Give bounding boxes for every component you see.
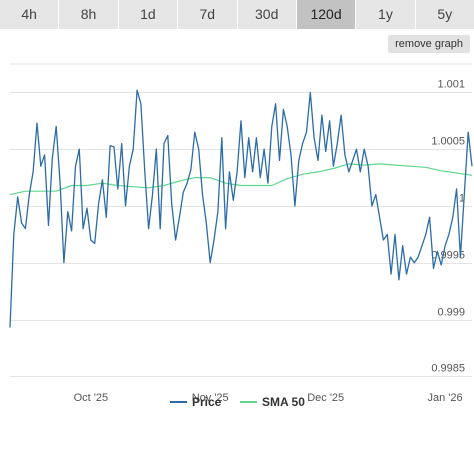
- legend-item-price[interactable]: Price: [170, 394, 221, 410]
- series-line-sma: [9, 163, 473, 196]
- y-tick-label: 0.9985: [431, 363, 465, 375]
- tab-8h[interactable]: 8h: [59, 0, 119, 29]
- tab-30d[interactable]: 30d: [237, 0, 297, 29]
- y-tick-label: 0.999: [437, 307, 465, 319]
- legend-label-price: Price: [192, 395, 222, 409]
- x-tick-label: Nov '25: [192, 392, 229, 404]
- timeframe-tabs: 4h 8h 1d 7d 30d 120d 1y 5y: [0, 0, 474, 29]
- legend-label-sma: SMA 50: [262, 395, 305, 409]
- x-axis-labels: Oct '25 Nov '25 Dec '25 Jan '26: [74, 392, 463, 404]
- series-line-price: [9, 89, 473, 328]
- y-tick-label: 1.001: [437, 79, 465, 91]
- tab-4h[interactable]: 4h: [0, 0, 60, 29]
- legend: Price SMA 50: [0, 394, 474, 410]
- y-tick-label: 1.0005: [431, 136, 465, 148]
- legend-item-sma[interactable]: SMA 50: [240, 394, 305, 410]
- series-lines: [9, 89, 473, 328]
- tab-120d[interactable]: 120d: [296, 0, 357, 29]
- remove-graph-button[interactable]: remove graph: [388, 35, 470, 53]
- legend-swatch-sma: [240, 401, 257, 403]
- tab-5y[interactable]: 5y: [415, 0, 474, 29]
- tab-1y[interactable]: 1y: [356, 0, 416, 29]
- grid-lines: [10, 63, 472, 377]
- x-tick-label: Oct '25: [74, 392, 109, 404]
- y-tick-label: 1: [459, 193, 465, 205]
- x-tick-label: Dec '25: [307, 392, 344, 404]
- tab-1d[interactable]: 1d: [118, 0, 179, 29]
- x-tick-label: Jan '26: [427, 392, 462, 404]
- legend-swatch-price: [170, 401, 187, 403]
- tab-7d[interactable]: 7d: [178, 0, 238, 29]
